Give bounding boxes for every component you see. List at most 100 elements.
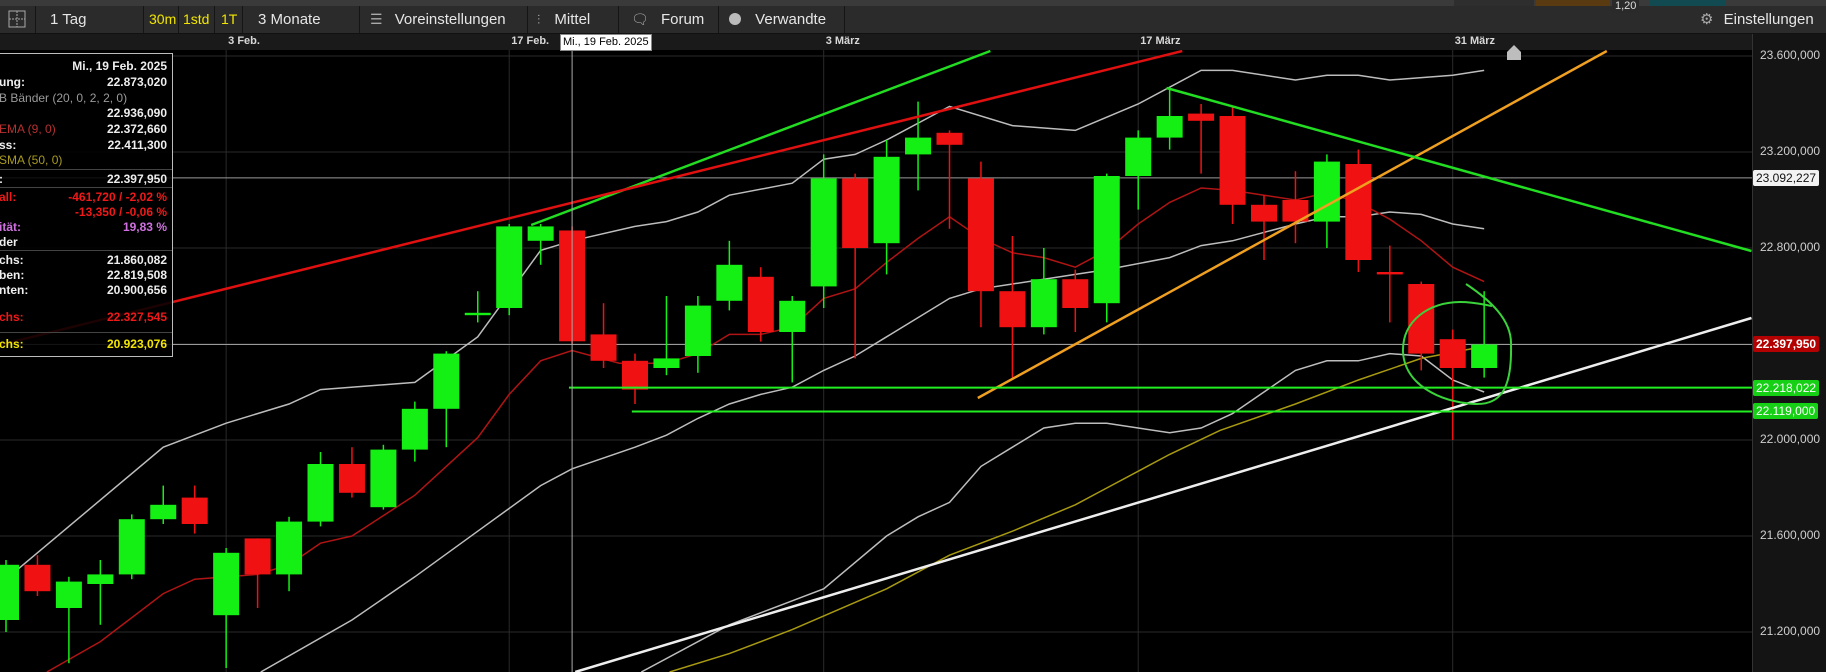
sliders-icon: ☰ [370, 11, 383, 27]
sma-legend[interactable]: SMA (50, 0) [0, 153, 63, 167]
candle-up [1471, 344, 1498, 368]
bb-value: 22.936,090 [106, 106, 167, 120]
candle-down [747, 276, 774, 332]
candle-up [276, 521, 303, 575]
related-icon [729, 13, 741, 25]
x-tick-label: 3 März [825, 35, 860, 47]
bb-legend[interactable]: B Bänder (20, 0, 2, 2, 0) [0, 91, 128, 105]
forum-button[interactable]: 🗨︎ Forum [631, 6, 704, 33]
candle-up [401, 408, 428, 450]
ticker-segment[interactable] [1650, 0, 1725, 6]
candle-up [118, 519, 145, 575]
y-tick-label: 21.600,000 [1760, 528, 1821, 542]
candles-icon: ⫶ [537, 12, 541, 27]
speech-bubble-icon: 🗨︎ [631, 11, 649, 27]
candle-down [1188, 113, 1215, 121]
support-level-tag: 22.119,000 [1753, 403, 1819, 420]
candle-down [181, 497, 208, 524]
indicators-button[interactable]: ⫶ Mittel [537, 6, 590, 33]
sma-line [669, 345, 1485, 672]
row1-value: 21.860,082 [106, 253, 167, 267]
candle-down [999, 291, 1026, 328]
candle-up [1093, 176, 1120, 304]
row4-value: 22.327,545 [106, 310, 167, 324]
candle-down [936, 132, 963, 145]
row3-label: nten: [0, 283, 29, 297]
info-date: Mi., 19 Feb. 2025 [72, 59, 167, 73]
candle-down [622, 360, 648, 390]
change-value: -461,720 / -2,02 % [68, 190, 167, 204]
date-axis: 3 Feb. 17 Feb. 3 März 17 März 31 März [0, 34, 1752, 50]
candle-up [1313, 161, 1340, 222]
trendline [574, 316, 1752, 672]
presets-button[interactable]: ☰ Voreinstellungen [370, 6, 520, 33]
y-tick-label: 22.000,000 [1760, 432, 1821, 446]
ema-line [46, 187, 1485, 672]
candle-up [653, 358, 680, 368]
candle-down [1345, 164, 1372, 260]
candle-down [590, 334, 617, 361]
settings-button[interactable]: ⚙ Einstellungen [1700, 6, 1814, 33]
candle-up [684, 305, 711, 356]
forum-label: Forum [660, 11, 705, 28]
row5-value: 20.923,076 [106, 337, 167, 351]
candle-down [1376, 272, 1403, 275]
ticker-segment[interactable] [1536, 0, 1610, 6]
trendline [977, 50, 1608, 400]
candle-down [338, 464, 365, 493]
candle-up [716, 264, 743, 301]
candle-down [842, 178, 869, 248]
y-tick-label: 22.800,000 [1760, 240, 1821, 254]
axis-marker-icon[interactable] [1507, 45, 1521, 60]
price-axis[interactable] [1752, 34, 1826, 672]
trendline [0, 50, 1183, 347]
candle-up [905, 137, 932, 155]
candle-down [1062, 279, 1089, 308]
volatility-value: 19,83 % [122, 220, 167, 234]
interval-1t[interactable]: 1T [221, 11, 238, 27]
candle-up [370, 449, 397, 508]
y-tick-label: 23.600,000 [1760, 48, 1821, 62]
candle-down [24, 564, 51, 592]
ticker-value: 1,20 [1612, 0, 1640, 13]
row2-value: 22.819,508 [106, 268, 167, 282]
candle-up [307, 464, 334, 522]
price-tag: 22.397,950 [1753, 336, 1820, 353]
candle-up [433, 353, 460, 409]
row2-label: ben: [0, 268, 25, 282]
indicators-label: Mittel [554, 11, 591, 28]
open-value: 22.873,020 [106, 75, 167, 89]
row5-label: chs: [0, 337, 24, 351]
candle-up [1030, 279, 1057, 328]
close-value: 22.411,300 [107, 138, 167, 152]
row1-label: chs: [0, 253, 24, 267]
candle-up [873, 156, 900, 244]
x-tick-label: 17 Feb. [511, 35, 550, 47]
period-dropdown[interactable]: 1 Tag [50, 11, 87, 28]
interval-30m[interactable]: 30m [149, 11, 177, 27]
candle-up [464, 312, 491, 316]
candle-down [1251, 204, 1277, 222]
related-button[interactable]: Verwandte [729, 6, 826, 33]
x-tick-label: 31 März [1454, 35, 1496, 47]
range-dropdown[interactable]: 3 Monate [258, 11, 321, 28]
candle-up [1125, 137, 1152, 176]
candle-up [779, 300, 806, 332]
trendline [1166, 86, 1752, 253]
bb-upper-line [5, 69, 1485, 580]
candle-up [496, 226, 523, 308]
grid-layout-icon[interactable] [8, 6, 28, 33]
candle-up [55, 581, 82, 608]
change2-value: -13,350 / -0,06 % [74, 205, 167, 219]
close-label: ss: [0, 138, 17, 152]
y-tick-label: 23.200,000 [1760, 144, 1821, 158]
candle-up [150, 504, 177, 520]
bb-lower-line [640, 352, 1485, 672]
interval-1std[interactable]: 1std [183, 11, 210, 27]
gear-icon: ⚙ [1700, 11, 1714, 28]
ema-legend[interactable]: EMA (9, 0) [0, 122, 56, 136]
price-tag: 23.092,227 [1753, 169, 1820, 186]
x-tick-label: 17 März [1140, 35, 1181, 47]
bands-label: der [0, 235, 18, 249]
